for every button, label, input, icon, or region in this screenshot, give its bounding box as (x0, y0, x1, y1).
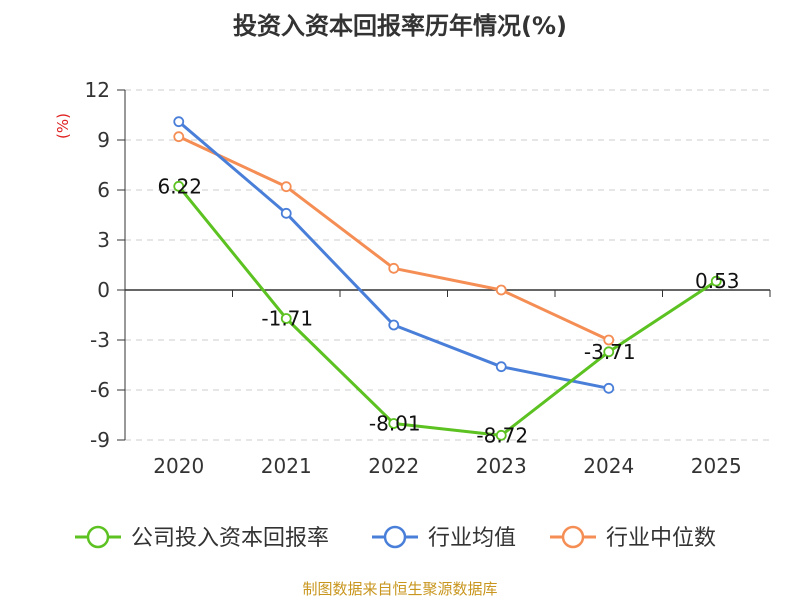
data-point[interactable] (603, 346, 615, 358)
data-point[interactable] (173, 180, 185, 192)
data-label: -1.71 (261, 307, 313, 331)
y-axis-label: (%) (54, 113, 72, 139)
legend-item[interactable]: 行业中位数 (550, 525, 716, 551)
y-tick-label: 0 (97, 278, 110, 302)
legend: 公司投入资本回报率 行业均值 行业中位数 (75, 525, 716, 551)
legend-label: 行业均值 (428, 526, 516, 551)
series-line (177, 185, 718, 437)
legend-swatch-marker (86, 525, 110, 549)
y-tick-label: 9 (97, 128, 110, 152)
legend-swatch-marker (561, 525, 585, 549)
data-point[interactable] (710, 275, 722, 287)
y-tick-label: 3 (97, 228, 110, 252)
series-group (173, 116, 722, 441)
grid-lines (125, 89, 770, 441)
data-label: -8.01 (369, 412, 421, 436)
data-point[interactable] (388, 319, 400, 331)
y-tick-label: -3 (90, 328, 110, 352)
data-point[interactable] (388, 262, 400, 274)
y-tick-labels: 12 9 6 3 0 -3 -6 -9 (85, 78, 110, 452)
data-point[interactable] (280, 207, 292, 219)
data-point[interactable] (173, 131, 185, 143)
legend-item[interactable]: 行业均值 (372, 525, 516, 551)
legend-swatch-marker (383, 525, 407, 549)
data-label: 6.22 (157, 174, 202, 198)
x-tick-label: 2022 (368, 454, 419, 478)
data-labels: 6.22 -1.71 -8.01 -8.72 -3.71 0.53 (157, 174, 739, 447)
legend-label: 行业中位数 (606, 526, 716, 551)
data-label: -8.72 (476, 423, 528, 447)
y-tick-label: -9 (90, 428, 110, 452)
x-tick-label: 2025 (691, 454, 742, 478)
y-tick-label: 12 (85, 78, 110, 102)
axes (117, 89, 771, 441)
data-point[interactable] (280, 181, 292, 193)
series-2 (173, 131, 615, 346)
data-point[interactable] (280, 313, 292, 324)
x-tick-label: 2021 (261, 454, 312, 478)
data-label: -3.71 (584, 340, 636, 364)
y-tick-label: -6 (90, 378, 110, 402)
data-point[interactable] (495, 429, 507, 441)
series-1 (173, 116, 615, 394)
chart-title: 投资入资本回报率历年情况(%) (233, 12, 567, 40)
data-point[interactable] (495, 284, 507, 296)
data-label: 0.53 (695, 269, 740, 293)
series-line (177, 120, 610, 390)
legend-label: 公司投入资本回报率 (131, 526, 329, 551)
x-tick-label: 2024 (583, 454, 634, 478)
data-point[interactable] (388, 418, 400, 429)
x-tick-labels: 2020 2021 2022 2023 2024 2025 (153, 454, 741, 478)
data-point[interactable] (173, 116, 185, 128)
series-line (178, 135, 610, 342)
x-tick-label: 2023 (476, 454, 527, 478)
x-tick-label: 2020 (153, 454, 204, 478)
data-point[interactable] (495, 361, 507, 373)
series-0 (173, 180, 722, 441)
data-point[interactable] (603, 334, 615, 346)
y-tick-label: 6 (97, 178, 110, 202)
source-note: 制图数据来自恒生聚源数据库 (302, 580, 497, 598)
legend-item[interactable]: 公司投入资本回报率 (75, 525, 329, 551)
data-point[interactable] (603, 382, 615, 394)
